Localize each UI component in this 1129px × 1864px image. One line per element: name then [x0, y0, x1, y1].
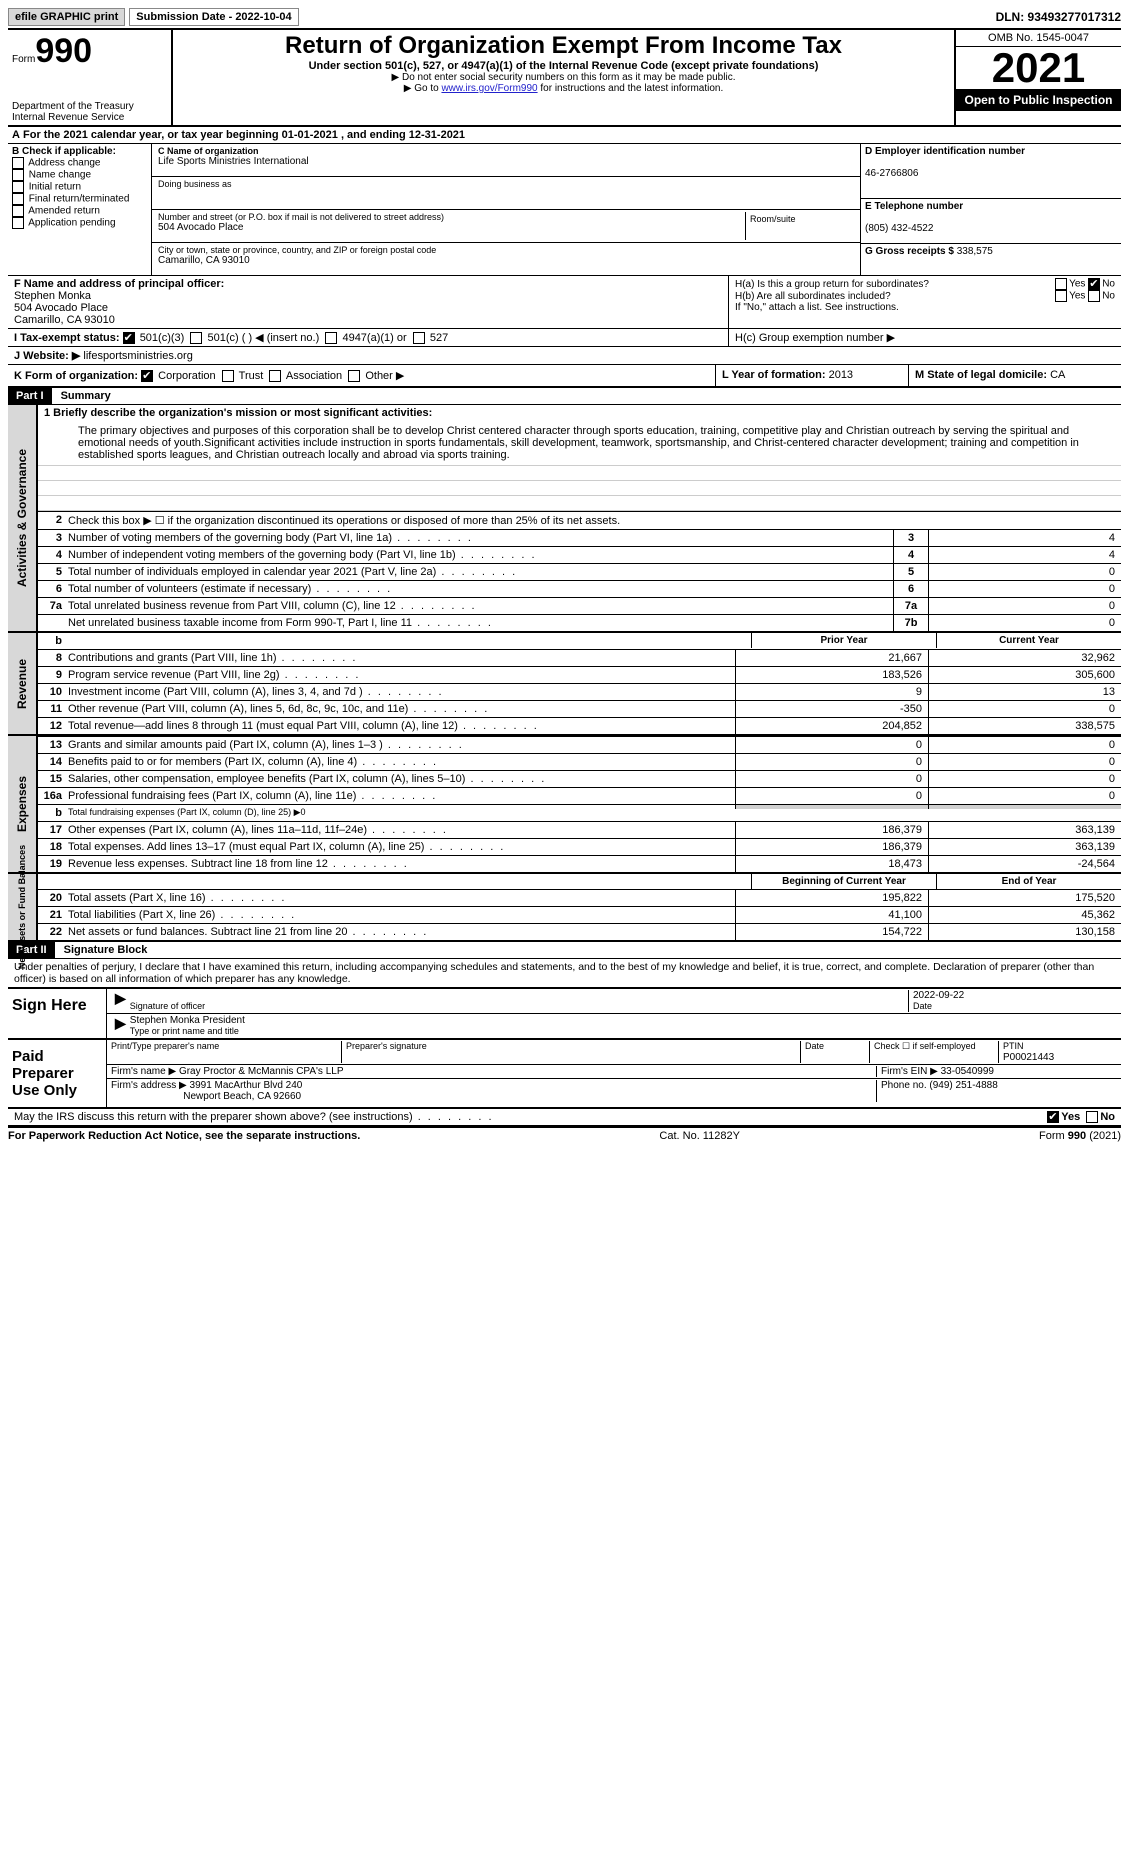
efile-button[interactable]: efile GRAPHIC print [8, 8, 125, 26]
financial-line: 8Contributions and grants (Part VIII, li… [38, 649, 1121, 666]
officer-name-title: Stephen Monka President [130, 1015, 245, 1026]
form-note-2: ▶ Go to www.irs.gov/Form990 for instruct… [177, 83, 950, 94]
section-b-checkbox[interactable]: Name change [12, 169, 147, 181]
financial-line: 19Revenue less expenses. Subtract line 1… [38, 855, 1121, 872]
firm-phone: (949) 251-4888 [929, 1080, 997, 1091]
phone-value: (805) 432-4522 [865, 223, 933, 234]
financial-line: 17Other expenses (Part IX, column (A), l… [38, 821, 1121, 838]
financial-line: 10Investment income (Part VIII, column (… [38, 683, 1121, 700]
summary-line: 6Total number of volunteers (estimate if… [38, 580, 1121, 597]
revenue-section: Revenue b Prior Year Current Year 8Contr… [8, 631, 1121, 734]
year-formation: 2013 [829, 369, 853, 381]
firm-ein: 33-0540999 [941, 1066, 994, 1077]
submission-date-button[interactable]: Submission Date - 2022-10-04 [129, 8, 298, 26]
summary-line: Net unrelated business taxable income fr… [38, 614, 1121, 631]
summary-line: 4Number of independent voting members of… [38, 546, 1121, 563]
netassets-section: Net Assets or Fund Balances Beginning of… [8, 872, 1121, 941]
discuss-question: May the IRS discuss this return with the… [14, 1111, 494, 1123]
section-b-checkbox[interactable]: Initial return [12, 181, 147, 193]
section-b-checkbox[interactable]: Final return/terminated [12, 193, 147, 205]
street-address: 504 Avocado Place [158, 222, 745, 233]
section-b-label: B Check if applicable: [12, 146, 147, 157]
firm-address-1: 3991 MacArthur Blvd 240 [190, 1080, 303, 1091]
row-a-tax-year: A For the 2021 calendar year, or tax yea… [8, 127, 1121, 144]
form-subtitle: Under section 501(c), 527, or 4947(a)(1)… [177, 60, 950, 72]
state-domicile: CA [1050, 369, 1065, 381]
financial-line: 18Total expenses. Add lines 13–17 (must … [38, 838, 1121, 855]
jurat-text: Under penalties of perjury, I declare th… [8, 959, 1121, 987]
form-header: Form990 Department of the Treasury Inter… [8, 28, 1121, 127]
open-to-public: Open to Public Inspection [956, 89, 1121, 111]
summary-line: 7aTotal unrelated business revenue from … [38, 597, 1121, 614]
ein-value: 46-2766806 [865, 168, 918, 179]
signature-date: 2022-09-22 [913, 990, 964, 1001]
mission-text: The primary objectives and purposes of t… [38, 421, 1121, 466]
financial-line: 15Salaries, other compensation, employee… [38, 770, 1121, 787]
dept-label: Department of the Treasury [12, 101, 167, 112]
officer-street: 504 Avocado Place [14, 302, 108, 314]
expenses-section: Expenses 13Grants and similar amounts pa… [8, 734, 1121, 872]
summary-line: 3Number of voting members of the governi… [38, 529, 1121, 546]
dba-label: Doing business as [158, 179, 854, 189]
tax-status-row: I Tax-exempt status: 501(c)(3) 501(c) ( … [8, 329, 1121, 347]
gross-receipts: 338,575 [957, 246, 993, 257]
firm-name: Gray Proctor & McMannis CPA's LLP [179, 1066, 344, 1077]
section-b-checkbox[interactable]: Application pending [12, 217, 147, 229]
officer-name: Stephen Monka [14, 290, 91, 302]
irs-label: Internal Revenue Service [12, 112, 167, 123]
financial-line: 16aProfessional fundraising fees (Part I… [38, 787, 1121, 804]
financial-line: 21Total liabilities (Part X, line 26)41,… [38, 906, 1121, 923]
firm-address-2: Newport Beach, CA 92660 [183, 1091, 301, 1102]
tax-year: 2021 [956, 47, 1121, 89]
officer-city: Camarillo, CA 93010 [14, 314, 115, 326]
financial-line: 9Program service revenue (Part VIII, lin… [38, 666, 1121, 683]
part-2-header: Part II Signature Block [8, 941, 1121, 959]
org-name: Life Sports Ministries International [158, 156, 854, 167]
ptin-value: P00021443 [1003, 1052, 1054, 1063]
mission-label: 1 Briefly describe the organization's mi… [38, 405, 1121, 421]
room-suite-label: Room/suite [746, 212, 854, 240]
page-footer: For Paperwork Reduction Act Notice, see … [8, 1126, 1121, 1142]
financial-line: 13Grants and similar amounts paid (Part … [38, 736, 1121, 753]
city-state-zip: Camarillo, CA 93010 [158, 255, 854, 266]
form-note-1: ▶ Do not enter social security numbers o… [177, 72, 950, 83]
financial-line: 20Total assets (Part X, line 16)195,8221… [38, 889, 1121, 906]
form-of-org-row: K Form of organization: Corporation Trus… [8, 365, 1121, 387]
dln-label: DLN: 93493277017312 [996, 10, 1121, 24]
website-value: lifesportsministries.org [83, 350, 192, 362]
summary-line: 5Total number of individuals employed in… [38, 563, 1121, 580]
section-b-checkbox[interactable]: Amended return [12, 205, 147, 217]
financial-line: 11Other revenue (Part VIII, column (A), … [38, 700, 1121, 717]
form-title: Return of Organization Exempt From Incom… [177, 32, 950, 60]
financial-line: 14Benefits paid to or for members (Part … [38, 753, 1121, 770]
financial-line: bTotal fundraising expenses (Part IX, co… [38, 804, 1121, 821]
section-b-checkbox[interactable]: Address change [12, 157, 147, 169]
form-number: Form990 [12, 32, 167, 71]
entity-info-grid: B Check if applicable: Address change Na… [8, 144, 1121, 276]
top-bar: efile GRAPHIC print Submission Date - 20… [8, 8, 1121, 26]
financial-line: 12Total revenue—add lines 8 through 11 (… [38, 717, 1121, 734]
hc-group-exemption: H(c) Group exemption number ▶ [728, 329, 1121, 346]
signature-section: Sign Here ▶ Signature of officer 2022-09… [8, 987, 1121, 1109]
irs-link[interactable]: www.irs.gov/Form990 [441, 83, 537, 94]
website-row: J Website: ▶ lifesportsministries.org [8, 347, 1121, 365]
financial-line: 22Net assets or fund balances. Subtract … [38, 923, 1121, 940]
officer-group-row: F Name and address of principal officer:… [8, 276, 1121, 329]
activities-governance-section: Activities & Governance 1 Briefly descri… [8, 405, 1121, 631]
part-1-header: Part I Summary [8, 387, 1121, 405]
